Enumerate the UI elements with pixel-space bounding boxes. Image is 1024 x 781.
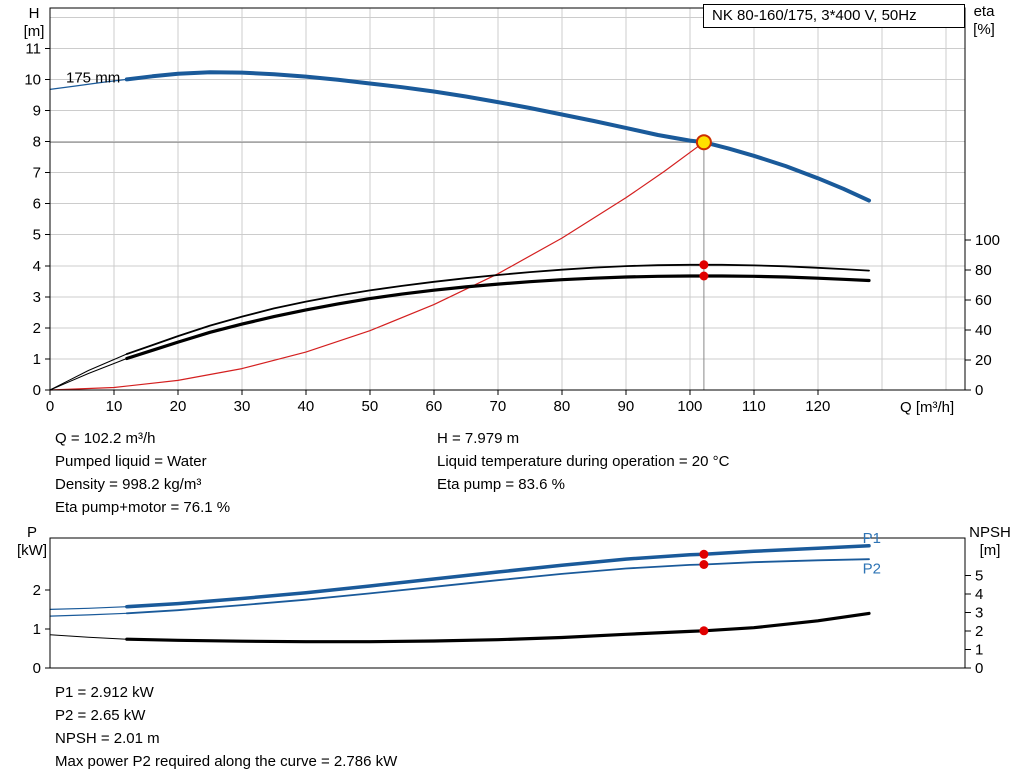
curve-npsh-inlet (49, 634, 128, 640)
y2-tick-label: 80 (975, 262, 992, 279)
plot-border (49, 537, 966, 669)
y-tick-label: 2 (33, 320, 41, 337)
result-liquid-temperature: Liquid temperature during operation = 20… (437, 453, 730, 470)
curve-p1 (125, 544, 871, 609)
y-tick-label: 8 (33, 134, 41, 151)
pump-model-box: NK 80-160/175, 3*400 V, 50Hz (703, 4, 965, 28)
curve-eta-pump (125, 263, 870, 355)
axis-label-line: NPSH (969, 524, 1011, 541)
curve-p2 (125, 558, 870, 615)
x-tick-label: 20 (170, 398, 187, 415)
result-density: Density = 998.2 kg/m³ (55, 476, 202, 493)
y-tick-label: 7 (33, 165, 41, 182)
y-tick-label: 11 (25, 40, 41, 57)
npsh-axis-unit: NPSH [m] (964, 524, 1016, 560)
annotation-p1-label: P1 (863, 530, 881, 547)
y2-tick-label: 0 (975, 660, 983, 677)
curve-eta-pump-inlet (49, 353, 128, 391)
y-tick-label: 4 (33, 258, 41, 275)
y2-tick-label: 40 (975, 322, 992, 339)
y2-tick-label: 20 (975, 352, 992, 369)
curve-system-curve (49, 141, 705, 391)
x-tick-label: 60 (426, 398, 443, 415)
y2-tick-label: 4 (975, 586, 983, 603)
marker-eta-pump-motor-point (699, 271, 709, 281)
y-tick-label: 6 (33, 196, 41, 213)
power-results: P1 = 2.912 kW P2 = 2.65 kW NPSH = 2.01 m… (55, 681, 397, 773)
curve-head-175mm (124, 70, 871, 203)
y2-tick-label: 60 (975, 292, 992, 309)
y-tick-label: 10 (24, 71, 41, 88)
eta-axis-unit: eta [%] (963, 3, 1005, 39)
curve-eta-pump-motor-inlet (49, 358, 128, 391)
x-tick-label: 100 (677, 398, 702, 415)
result-npsh: NPSH = 2.01 m (55, 730, 160, 747)
y-tick-label: 0 (33, 660, 41, 677)
x-tick-label: 10 (106, 398, 123, 415)
duty-results-col2: H = 7.979 m Liquid temperature during op… (437, 427, 729, 496)
axis-label-line: [%] (973, 21, 995, 38)
y2-tick-label: 100 (975, 232, 1000, 249)
y2-tick-label: 3 (975, 605, 983, 622)
duty-results-col1: Q = 102.2 m³/h Pumped liquid = Water Den… (55, 427, 230, 519)
marker-p2-point (699, 560, 709, 569)
axis-label-line: [m] (23, 23, 45, 40)
p-axis-unit: P [kW] (12, 524, 52, 560)
curve-p1-inlet (49, 606, 128, 611)
x-tick-label: 30 (234, 398, 251, 415)
curve-npsh (125, 611, 871, 644)
plot-border (49, 7, 966, 391)
q-axis-label: Q [m³/h] (900, 399, 955, 416)
y-tick-label: 2 (33, 582, 41, 599)
x-tick-label: 110 (742, 398, 766, 415)
axis-label-line: [kW] (17, 542, 47, 559)
result-p2: P2 = 2.65 kW (55, 707, 146, 724)
curve-p2-inlet (49, 612, 128, 617)
y2-tick-label: 2 (975, 623, 983, 640)
result-eta-pump: Eta pump = 83.6 % (437, 476, 565, 493)
x-tick-label: 70 (490, 398, 507, 415)
y-tick-label: 3 (33, 289, 41, 306)
marker-duty-point[interactable] (695, 134, 712, 151)
axis-label-line: H (28, 5, 40, 22)
y-tick-label: 0 (33, 382, 41, 399)
curve-eta-pump-motor (125, 274, 871, 361)
y2-tick-label: 0 (975, 382, 983, 399)
axis-label-line: [m] (979, 542, 1001, 559)
result-pumped-liquid: Pumped liquid = Water (55, 453, 207, 470)
x-tick-label: 80 (554, 398, 571, 415)
marker-eta-pump-point (699, 260, 709, 270)
marker-npsh-point (699, 626, 709, 636)
result-p1: P1 = 2.912 kW (55, 684, 154, 701)
result-max-power-p2: Max power P2 required along the curve = … (55, 753, 398, 770)
annotation-impeller-diameter: 175 mm (66, 70, 120, 87)
y2-tick-label: 5 (975, 568, 983, 585)
y-tick-label: 1 (33, 351, 41, 368)
y-tick-label: 1 (33, 621, 41, 638)
axis-label-line: eta (973, 3, 995, 20)
y2-tick-label: 1 (975, 642, 983, 659)
result-flow: Q = 102.2 m³/h (55, 430, 156, 447)
axis-label-line: P (26, 524, 37, 541)
result-head: H = 7.979 m (437, 430, 520, 447)
h-axis-unit: H [m] (14, 5, 54, 41)
marker-p1-point (699, 549, 709, 559)
curve-head-inlet (49, 78, 128, 91)
annotation-p2-label: P2 (863, 561, 881, 578)
result-eta-pump-motor: Eta pump+motor = 76.1 % (55, 499, 231, 516)
y-tick-label: 5 (33, 227, 41, 244)
x-tick-label: 90 (618, 398, 635, 415)
x-tick-label: 0 (46, 398, 54, 415)
hq-plot: 0 10 20 30 40 50 60 70 80 90 100 110 120012345678910… (24, 7, 1000, 415)
x-tick-label: 50 (362, 398, 379, 415)
x-tick-label: 40 (298, 398, 315, 415)
x-tick-label: 120 (805, 398, 830, 415)
y-tick-label: 9 (33, 102, 41, 119)
